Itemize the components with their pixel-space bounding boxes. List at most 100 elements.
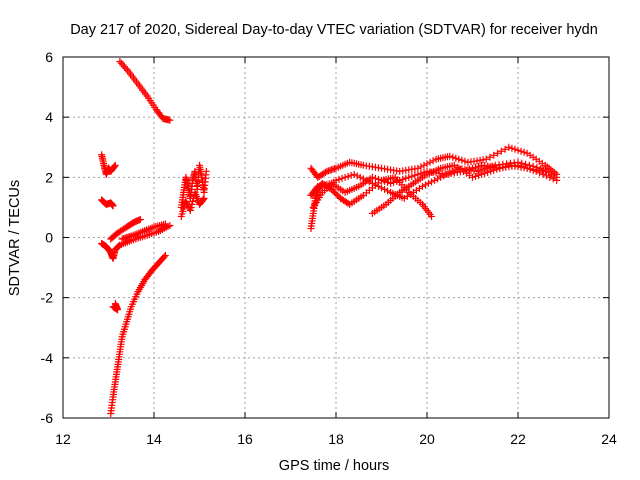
data-point: [334, 191, 342, 199]
series-track-d: [98, 221, 174, 263]
data-point: [344, 172, 352, 180]
data-point: [109, 303, 117, 311]
data-point: [502, 162, 510, 170]
data-point: [321, 168, 329, 176]
data-point: [378, 176, 385, 184]
data-point: [493, 165, 501, 173]
data-point: [332, 190, 340, 198]
x-tick-label: 22: [510, 431, 526, 447]
data-point: [479, 165, 487, 173]
data-point: [522, 160, 530, 168]
data-point: [541, 167, 549, 175]
data-point: [458, 156, 466, 164]
data-point: [490, 166, 498, 174]
data-point: [437, 173, 445, 181]
data-point: [411, 171, 419, 179]
data-point: [111, 162, 119, 170]
data-point: [417, 169, 425, 177]
data-point: [426, 158, 434, 166]
data-point: [428, 178, 436, 186]
data-point: [184, 202, 192, 210]
series-track-l: [307, 143, 561, 181]
data-point: [478, 170, 486, 178]
y-tick-label: -6: [41, 410, 54, 426]
data-point: [359, 175, 367, 183]
data-point: [368, 179, 376, 187]
data-point: [384, 178, 392, 186]
data-point: [452, 154, 460, 162]
data-point: [517, 147, 525, 155]
data-point: [508, 144, 516, 152]
data-point: [396, 176, 404, 184]
data-point: [186, 206, 194, 214]
x-tick-label: 24: [601, 431, 617, 447]
data-point: [497, 147, 505, 155]
data-point: [446, 169, 454, 177]
data-point: [418, 182, 426, 190]
data-point: [166, 116, 174, 124]
x-tick-label: 12: [55, 431, 71, 447]
data-point: [488, 162, 496, 170]
data-point: [461, 157, 469, 165]
data-point: [362, 176, 370, 184]
data-point: [484, 168, 492, 176]
chart-title: Day 217 of 2020, Sidereal Day-to-day VTE…: [70, 22, 598, 38]
data-point: [518, 159, 526, 167]
data-point: [329, 187, 337, 195]
data-point: [160, 253, 168, 261]
data-point: [487, 167, 495, 175]
data-point: [341, 173, 349, 181]
data-point: [136, 215, 144, 223]
grid-lines: [63, 57, 609, 418]
data-point: [387, 179, 395, 187]
data-point: [338, 174, 346, 182]
x-tick-label: 20: [419, 431, 435, 447]
data-point: [434, 175, 442, 183]
data-point: [186, 205, 194, 213]
y-tick-label: 0: [45, 230, 53, 246]
data-point: [161, 220, 169, 228]
data-point: [481, 169, 489, 177]
data-point: [390, 178, 398, 186]
data-point: [511, 145, 519, 153]
data-point: [374, 182, 382, 190]
data-point: [187, 203, 195, 211]
data-point: [399, 175, 407, 183]
data-point: [499, 163, 507, 171]
y-tick-label: -2: [41, 290, 54, 306]
data-point: [482, 155, 490, 163]
data-point: [520, 148, 528, 156]
data-point: [449, 153, 457, 161]
data-point: [494, 149, 502, 157]
x-tick-label: 14: [146, 431, 162, 447]
data-point: [475, 171, 483, 179]
data-point: [553, 173, 561, 181]
data-point: [350, 170, 358, 178]
data-point: [374, 175, 382, 183]
data-point: [429, 157, 437, 165]
series-track-h: [107, 252, 169, 417]
data-point: [414, 170, 422, 178]
data-point: [496, 164, 504, 172]
data-point: [440, 172, 448, 180]
data-point: [485, 163, 493, 171]
data-point: [421, 181, 429, 189]
data-point: [501, 145, 509, 153]
series-track-e: [107, 215, 144, 243]
data-point: [353, 172, 361, 180]
data-point: [546, 173, 554, 181]
y-tick-label: -4: [41, 350, 54, 366]
series-track-o: [368, 161, 549, 217]
y-tick-label: 4: [45, 109, 53, 125]
data-point: [109, 202, 117, 210]
data-point: [473, 167, 481, 175]
data-point: [486, 153, 494, 161]
series-track-f: [118, 220, 169, 243]
y-axis-label: SDTVAR / TECUs: [7, 180, 23, 296]
data-point: [166, 221, 174, 229]
data-point: [335, 175, 343, 183]
data-point: [455, 155, 463, 163]
data-point: [423, 160, 431, 168]
y-tick-label: 2: [45, 169, 53, 185]
